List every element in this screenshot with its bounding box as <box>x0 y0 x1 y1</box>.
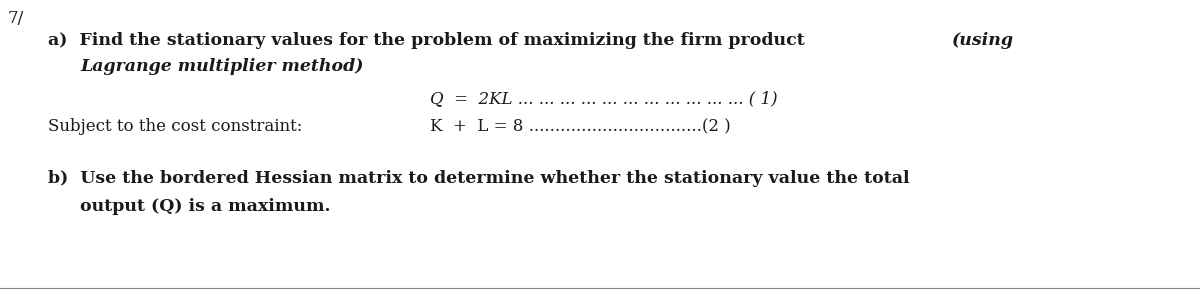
Text: (using: (using <box>952 32 1014 49</box>
Text: Q  =  2KL ... ... ... ... ... ... ... ... ... ... ... ( 1): Q = 2KL ... ... ... ... ... ... ... ... … <box>430 90 778 107</box>
Text: Subject to the cost constraint:: Subject to the cost constraint: <box>48 118 302 135</box>
Text: a)  Find the stationary values for the problem of maximizing the firm product: a) Find the stationary values for the pr… <box>48 32 811 49</box>
Text: b)  Use the bordered Hessian matrix to determine whether the stationary value th: b) Use the bordered Hessian matrix to de… <box>48 170 910 187</box>
Text: output (Q) is a maximum.: output (Q) is a maximum. <box>80 198 330 215</box>
Text: K  +  L = 8 .................................(2 ): K + L = 8 ..............................… <box>430 118 731 135</box>
Text: 7/: 7/ <box>8 10 24 27</box>
Text: Lagrange multiplier method): Lagrange multiplier method) <box>80 58 364 75</box>
